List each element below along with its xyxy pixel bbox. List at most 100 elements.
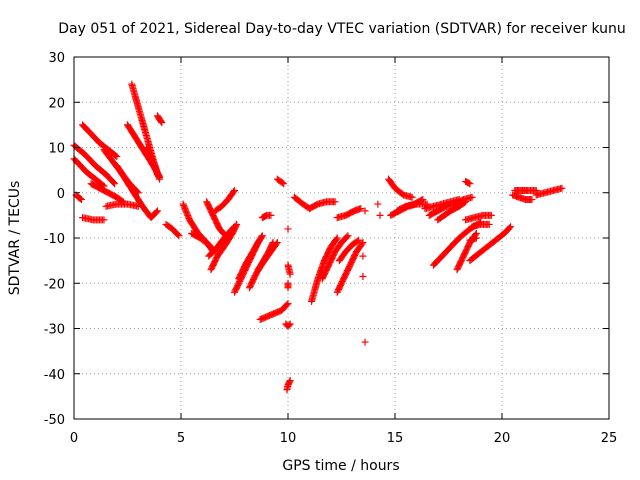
data-point bbox=[174, 231, 182, 239]
series-arc-42 bbox=[361, 338, 369, 346]
x-axis-label: GPS time / hours bbox=[282, 458, 399, 474]
x-tick-label: 20 bbox=[494, 431, 511, 446]
series-arc-38 bbox=[333, 205, 365, 222]
series-arc-28 bbox=[282, 320, 294, 330]
series-arc-35 bbox=[318, 232, 352, 283]
series-arc-13 bbox=[153, 112, 166, 127]
data-point bbox=[418, 196, 426, 204]
data-point bbox=[357, 205, 365, 213]
data-point bbox=[472, 234, 480, 242]
data-point bbox=[284, 284, 292, 292]
series-arc-14 bbox=[162, 220, 183, 240]
data-point bbox=[158, 119, 166, 127]
series-arc-22 bbox=[235, 232, 266, 283]
data-point bbox=[332, 235, 340, 243]
data-point bbox=[355, 236, 363, 244]
series-arc-08 bbox=[102, 200, 142, 210]
data-point bbox=[76, 195, 84, 203]
data-point bbox=[507, 223, 515, 231]
series-arc-45 bbox=[385, 175, 416, 201]
data-point bbox=[286, 320, 294, 328]
data-point bbox=[258, 232, 266, 240]
data-point bbox=[77, 196, 85, 204]
series-arc-02 bbox=[79, 121, 121, 161]
data-point bbox=[528, 196, 536, 204]
data-point bbox=[344, 232, 352, 240]
series-arc-24 bbox=[254, 239, 281, 274]
data-point bbox=[376, 211, 384, 219]
data-point bbox=[152, 208, 160, 216]
y-axis-label: SDTVAR / TECUs bbox=[7, 181, 23, 296]
data-point bbox=[462, 198, 470, 206]
series-arc-49 bbox=[421, 196, 463, 213]
data-point bbox=[283, 301, 291, 309]
y-tick-label: -20 bbox=[44, 277, 65, 292]
data-point bbox=[359, 252, 367, 260]
axis-ticks: 0 5 10 15 20 25 -50 -40 -30 -20 -10 0 10 20 30 bbox=[44, 51, 618, 446]
series-arc-57 bbox=[468, 220, 493, 231]
y-tick-label: -10 bbox=[44, 232, 65, 247]
data-point bbox=[359, 239, 367, 247]
data-point bbox=[99, 181, 107, 189]
series-arc-39 bbox=[361, 207, 369, 215]
data-point bbox=[284, 300, 292, 308]
data-point bbox=[333, 234, 341, 242]
data-point bbox=[558, 184, 566, 192]
data-point bbox=[361, 338, 369, 346]
series-arc-26 bbox=[256, 300, 292, 323]
y-tick-label: 20 bbox=[48, 96, 65, 111]
y-tick-label: 0 bbox=[57, 187, 65, 202]
series-arc-09 bbox=[113, 162, 161, 222]
data-point bbox=[272, 240, 280, 248]
y-tick-label: -50 bbox=[44, 413, 65, 428]
series-arc-43 bbox=[374, 200, 382, 208]
series-arc-31 bbox=[284, 261, 294, 278]
series-arc-03 bbox=[70, 155, 108, 190]
data-point bbox=[258, 233, 266, 241]
data-point bbox=[359, 272, 367, 280]
data-point bbox=[466, 180, 474, 188]
data-point bbox=[153, 207, 161, 215]
series-arc-51 bbox=[434, 198, 470, 224]
data-point bbox=[419, 196, 427, 204]
series-arc-60 bbox=[532, 184, 566, 199]
data-point bbox=[175, 232, 183, 240]
series-arc-20 bbox=[205, 223, 238, 260]
series-arc-33 bbox=[290, 193, 339, 213]
y-tick-label: -40 bbox=[44, 368, 65, 383]
series-arc-25 bbox=[258, 211, 275, 222]
series-arc-44 bbox=[376, 211, 384, 219]
y-tick-label: 10 bbox=[48, 142, 65, 157]
data-point bbox=[156, 175, 164, 183]
data-point bbox=[374, 200, 382, 208]
x-tick-label: 25 bbox=[601, 431, 618, 446]
x-tick-label: 0 bbox=[70, 431, 78, 446]
x-tick-label: 15 bbox=[387, 431, 404, 446]
data-point bbox=[331, 198, 339, 206]
series-arc-55 bbox=[462, 211, 495, 224]
series-arc-56 bbox=[466, 223, 515, 265]
data-point bbox=[100, 216, 108, 224]
y-tick-label: 30 bbox=[48, 51, 65, 66]
chart-title: Day 051 of 2021, Sidereal Day-to-day VTE… bbox=[58, 21, 626, 37]
series-arc-12 bbox=[143, 144, 164, 183]
data-point bbox=[273, 239, 281, 247]
data-point bbox=[485, 220, 493, 228]
data-point bbox=[286, 377, 294, 385]
data-point bbox=[286, 270, 294, 278]
data-points bbox=[70, 80, 566, 394]
data-point bbox=[343, 233, 351, 241]
series-arc-36 bbox=[333, 239, 367, 296]
series-arc-37 bbox=[335, 236, 363, 265]
data-point bbox=[113, 153, 121, 161]
data-point bbox=[487, 211, 495, 219]
data-point bbox=[230, 188, 238, 196]
series-arc-58 bbox=[509, 191, 536, 204]
x-tick-label: 10 bbox=[280, 431, 297, 446]
series-arc-53 bbox=[462, 177, 474, 188]
data-point bbox=[112, 152, 120, 160]
data-point bbox=[284, 225, 292, 233]
series-arc-30 bbox=[284, 225, 292, 233]
